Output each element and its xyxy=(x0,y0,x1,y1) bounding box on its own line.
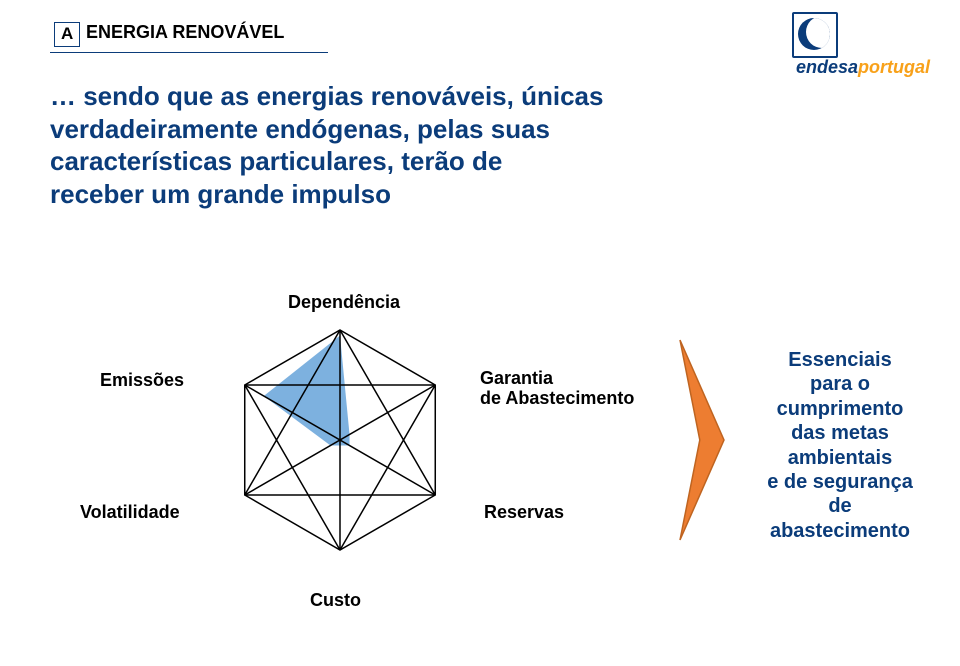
callout-line: para o xyxy=(740,372,940,396)
callout-line: abastecimento xyxy=(740,519,940,543)
callout-arrow xyxy=(680,340,724,540)
radar-chart xyxy=(0,0,960,666)
callout-line: ambientais xyxy=(740,446,940,470)
axis-label-reservas: Reservas xyxy=(484,502,564,523)
axis-label-dependencia: Dependência xyxy=(288,292,400,313)
callout-line: cumprimento xyxy=(740,397,940,421)
radar-fill xyxy=(264,336,350,446)
axis-label-custo: Custo xyxy=(310,590,361,611)
callout-line: e de segurança xyxy=(740,470,940,494)
axis-label-emissoes: Emissões xyxy=(100,370,184,391)
axis-label-garantia-1: Garantia xyxy=(480,368,553,389)
axis-label-garantia-2: de Abastecimento xyxy=(480,388,634,409)
callout-line: das metas xyxy=(740,421,940,445)
callout-line: Essenciais xyxy=(740,348,940,372)
axis-label-volatilidade: Volatilidade xyxy=(80,502,180,523)
callout-line: de xyxy=(740,494,940,518)
callout-text: Essenciais para o cumprimento das metas … xyxy=(740,348,940,543)
